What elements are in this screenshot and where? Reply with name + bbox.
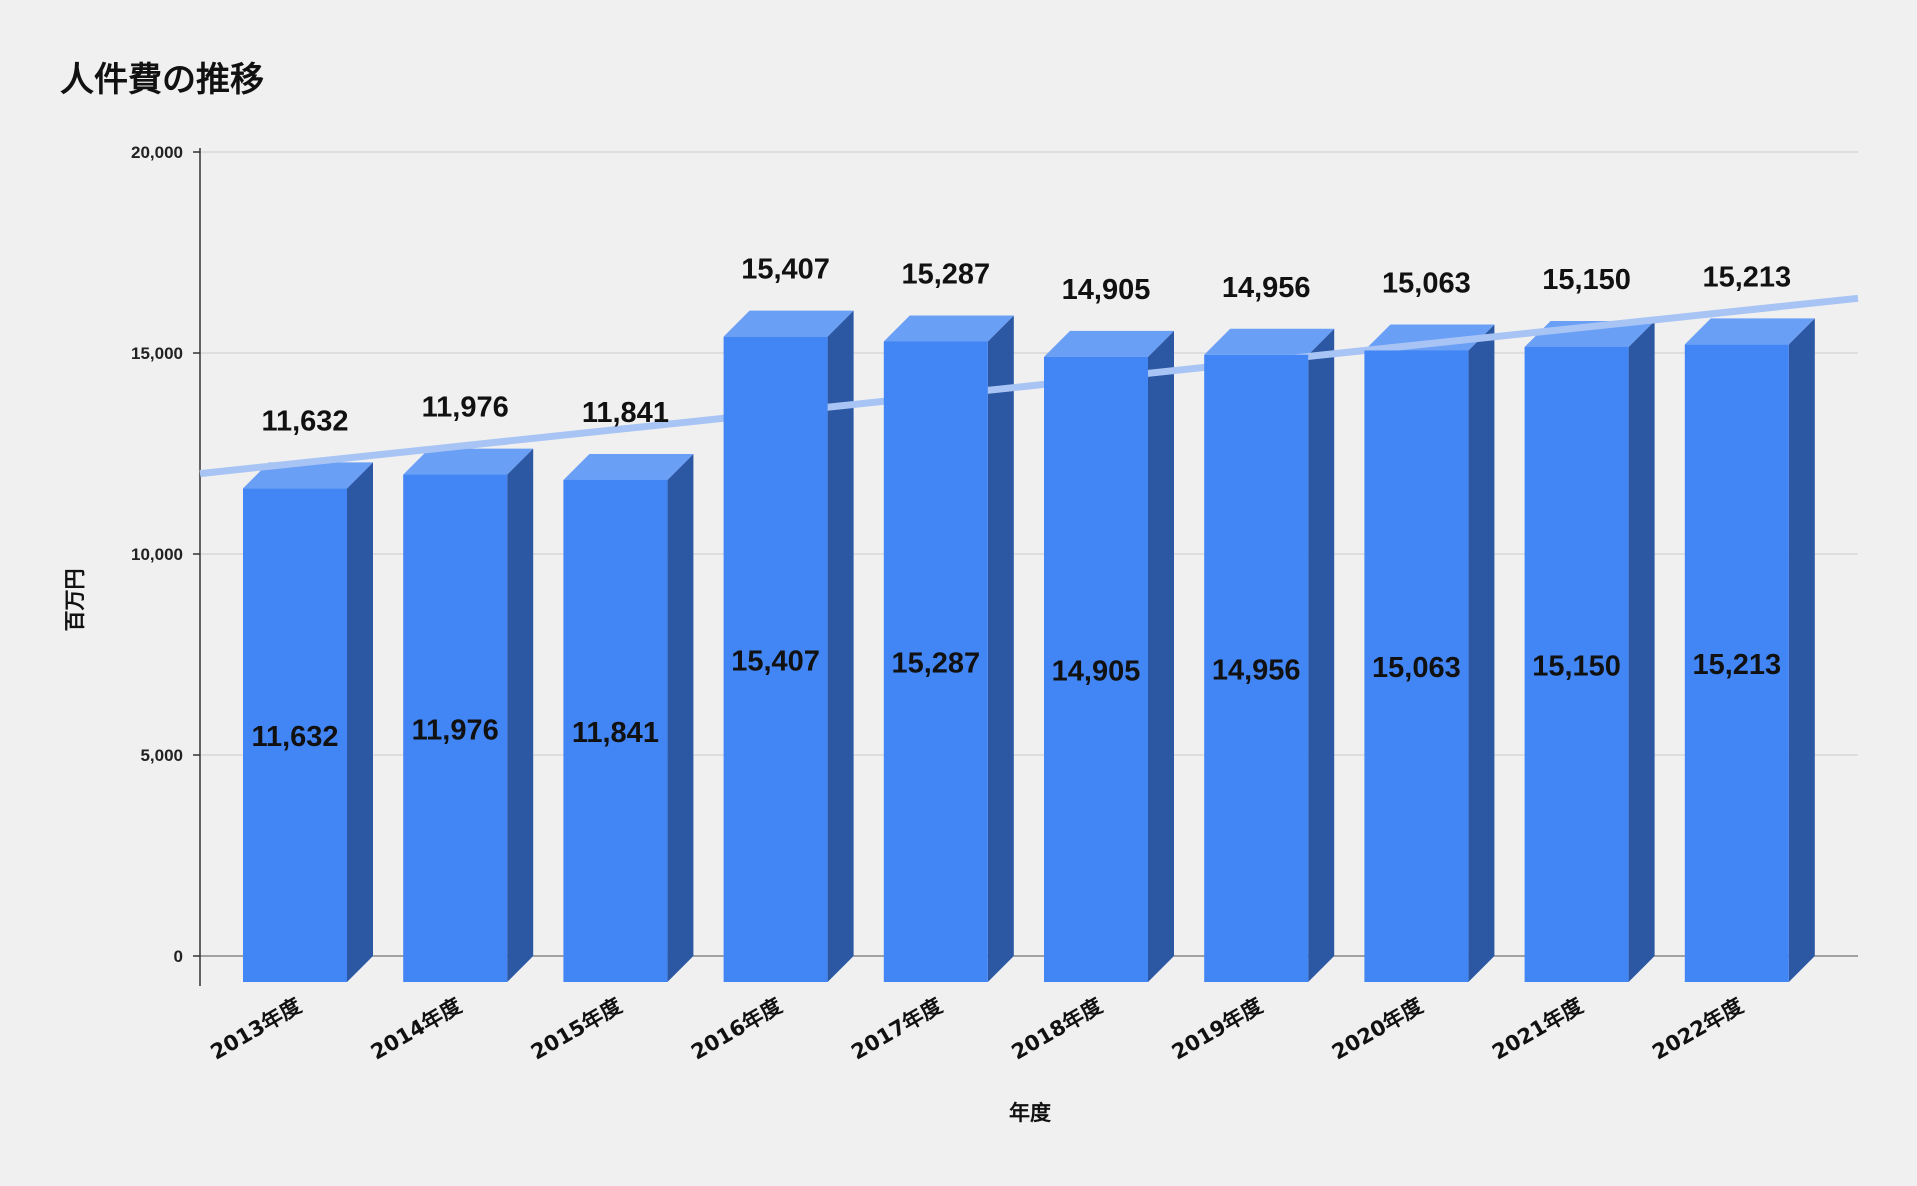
bar-value-label: 11,632 — [251, 721, 338, 753]
x-category-label: 2019年度 — [1168, 994, 1267, 1065]
bar-side — [667, 453, 694, 982]
bar — [403, 474, 508, 982]
bars-back-layer — [243, 310, 1815, 983]
bar-side — [1148, 330, 1174, 983]
x-category-label: 2018年度 — [1008, 994, 1107, 1065]
bar-top-value-label: 15,063 — [1382, 267, 1471, 299]
y-axis-title: 百万円 — [63, 569, 87, 632]
bar — [883, 341, 988, 982]
bar-top-value-label: 11,976 — [422, 392, 509, 424]
bar-value-label: 14,956 — [1212, 654, 1301, 686]
x-category-label: 2013年度 — [207, 994, 306, 1065]
bar — [1684, 344, 1789, 983]
bar-side — [1308, 328, 1335, 982]
bar-value-label: 15,287 — [891, 648, 980, 680]
y-tick-label: 10,000 — [131, 545, 183, 564]
x-category-label: 2017年度 — [847, 994, 946, 1065]
x-category-label: 2015年度 — [527, 994, 626, 1065]
bar-side — [1628, 320, 1655, 983]
bar — [1204, 354, 1309, 982]
bar — [563, 479, 668, 982]
bar — [1524, 346, 1629, 983]
bar-side — [987, 315, 1014, 982]
y-tick-label: 15,000 — [131, 344, 183, 363]
axis-layer: 0 5,000 10,000 15,000 20,000 — [131, 143, 201, 986]
bar-top-value-label: 15,407 — [741, 254, 830, 286]
bar-top — [1204, 328, 1335, 355]
x-axis-title: 年度 — [1009, 1101, 1051, 1125]
x-category-label: 2022年度 — [1648, 994, 1747, 1065]
bar-side — [347, 462, 373, 983]
y-tick-label: 0 — [174, 947, 183, 966]
bar-value-label: 15,213 — [1692, 649, 1781, 681]
x-category-label: 2014年度 — [367, 994, 466, 1065]
bar-top-value-label: 14,956 — [1222, 272, 1311, 304]
bar-top — [1044, 330, 1174, 357]
bars-front-layer — [243, 336, 1789, 983]
bar-top-value-label: 11,841 — [582, 397, 669, 429]
bar-value-label: 14,905 — [1052, 655, 1141, 687]
bar-side — [1788, 318, 1815, 983]
bar-value-label: 15,407 — [731, 645, 820, 677]
x-category-label: 2021年度 — [1488, 994, 1587, 1065]
bar-value-label: 15,150 — [1532, 650, 1621, 682]
bar-side — [507, 448, 534, 982]
trendline — [199, 294, 1859, 478]
bar — [1044, 356, 1148, 983]
bar-top — [883, 315, 1014, 342]
y-tick-label: 20,000 — [131, 143, 183, 162]
bar-top — [723, 310, 854, 337]
bar-top-value-label: 15,213 — [1702, 261, 1791, 293]
y-tick-label: 5,000 — [140, 746, 183, 765]
trend-layer — [199, 294, 1859, 478]
bar — [1364, 350, 1469, 982]
bar — [723, 336, 828, 982]
bar-top-value-label: 15,150 — [1542, 264, 1631, 296]
bar-value-label: 11,976 — [412, 714, 499, 746]
bar-top-value-label: 11,632 — [261, 405, 348, 437]
bar — [243, 488, 347, 982]
bar-top-value-label: 15,287 — [901, 258, 990, 290]
chart-title: 人件費の推移 — [60, 60, 264, 100]
x-category-label: 2016年度 — [687, 994, 786, 1065]
x-category-label: 2020年度 — [1328, 994, 1427, 1065]
bar-value-label: 11,841 — [572, 717, 659, 749]
bar-top-value-label: 14,905 — [1062, 274, 1151, 306]
bar-top — [1684, 318, 1815, 345]
bar-side — [1468, 324, 1495, 982]
bar-value-label: 15,063 — [1372, 652, 1461, 684]
bar-side — [827, 310, 854, 982]
bar-top — [403, 448, 534, 475]
bar-top — [563, 453, 694, 480]
